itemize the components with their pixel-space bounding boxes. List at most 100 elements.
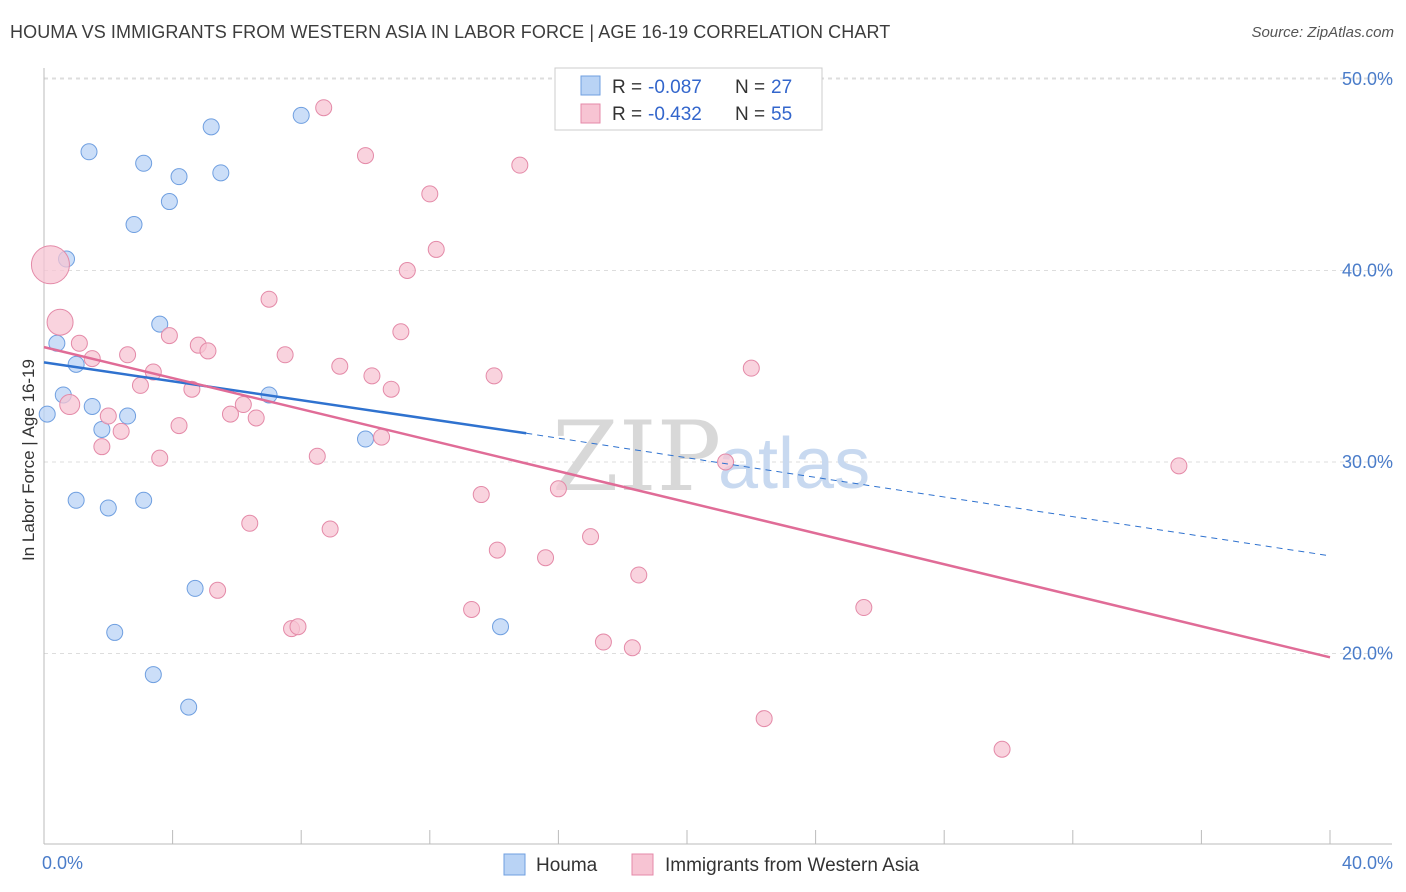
legend-swatch-houma xyxy=(580,75,601,96)
point-immigrants-35 xyxy=(398,262,416,279)
point-immigrants-22 xyxy=(260,290,278,308)
point-immigrants-9 xyxy=(131,376,149,394)
point-immigrants-48 xyxy=(630,566,648,584)
point-houma-6 xyxy=(83,397,101,415)
point-immigrants-31 xyxy=(363,367,381,385)
watermark-atlas: atlas xyxy=(718,424,870,504)
point-houma-12 xyxy=(125,216,143,234)
point-houma-11 xyxy=(135,154,153,172)
point-immigrants-32 xyxy=(373,428,391,446)
point-immigrants-52 xyxy=(855,599,873,617)
point-immigrants-45 xyxy=(582,528,600,546)
point-immigrants-5 xyxy=(93,438,111,456)
watermark-zip: ZIP xyxy=(552,401,721,513)
point-houma-21 xyxy=(135,491,153,509)
point-immigrants-42 xyxy=(511,156,529,174)
point-immigrants-36 xyxy=(421,185,439,203)
point-houma-17 xyxy=(212,164,230,182)
y-tick-label-2: 40.0% xyxy=(1342,261,1393,281)
point-immigrants-23 xyxy=(276,346,294,364)
legend-r-label-immigrants: R = xyxy=(612,104,642,125)
y-tick-label-3: 50.0% xyxy=(1342,69,1393,89)
point-immigrants-19 xyxy=(234,396,252,414)
y-tick-label-1: 30.0% xyxy=(1342,452,1393,472)
point-immigrants-17 xyxy=(209,581,227,599)
point-houma-26 xyxy=(492,618,510,636)
point-immigrants-53 xyxy=(993,740,1011,758)
chart-title: HOUMA VS IMMIGRANTS FROM WESTERN ASIA IN… xyxy=(10,22,891,42)
point-immigrants-47 xyxy=(623,639,641,657)
point-immigrants-40 xyxy=(485,367,503,385)
point-houma-0 xyxy=(38,405,56,423)
point-immigrants-21 xyxy=(247,409,265,427)
legend-n-label-immigrants: N = xyxy=(735,104,765,125)
point-immigrants-46 xyxy=(594,633,612,651)
point-immigrants-43 xyxy=(537,549,555,567)
point-immigrants-39 xyxy=(472,486,490,504)
series-legend-swatch-immigrants xyxy=(631,853,654,876)
point-houma-13 xyxy=(151,315,169,333)
point-houma-22 xyxy=(186,579,204,597)
series-legend-label-immigrants: Immigrants from Western Asia xyxy=(665,855,920,876)
trend-line-immigrants xyxy=(43,345,1331,659)
point-houma-16 xyxy=(202,118,220,136)
point-immigrants-38 xyxy=(463,600,481,618)
point-immigrants-13 xyxy=(170,417,188,435)
point-immigrants-44 xyxy=(549,480,567,498)
watermark: ZIP atlas xyxy=(552,401,870,513)
point-immigrants-28 xyxy=(321,520,339,538)
trend-lines xyxy=(43,345,1331,659)
point-immigrants-51 xyxy=(755,710,773,728)
legend-r-value-houma: -0.087 xyxy=(648,77,702,98)
point-immigrants-11 xyxy=(151,449,169,467)
point-immigrants-3 xyxy=(70,334,88,352)
point-immigrants-37 xyxy=(427,240,445,258)
y-axis-title: In Labor Force | Age 16-19 xyxy=(19,359,38,561)
legend-swatch-immigrants xyxy=(580,103,601,124)
point-immigrants-0 xyxy=(30,245,70,285)
point-immigrants-7 xyxy=(112,422,130,440)
gridlines xyxy=(44,77,1392,654)
point-houma-5 xyxy=(67,355,85,373)
tick-labels: 20.0% 30.0% 40.0% 50.0% 0.0% 40.0% xyxy=(42,69,1393,873)
point-immigrants-34 xyxy=(392,323,410,341)
point-immigrants-49 xyxy=(717,453,735,471)
axes xyxy=(43,68,1392,845)
trend-line-houma-extension xyxy=(526,432,1331,557)
legend-r-label-houma: R = xyxy=(612,77,642,98)
point-immigrants-2 xyxy=(59,394,81,416)
legend-n-value-immigrants: 55 xyxy=(771,104,792,125)
point-immigrants-18 xyxy=(221,405,239,423)
point-immigrants-20 xyxy=(241,514,259,532)
series-legend-label-houma: Houma xyxy=(536,855,598,876)
source-credit: Source: ZipAtlas.com xyxy=(1251,24,1394,41)
point-houma-24 xyxy=(144,666,162,684)
point-immigrants-8 xyxy=(119,346,137,364)
point-immigrants-41 xyxy=(488,541,506,559)
legend-n-label-houma: N = xyxy=(735,77,765,98)
trend-line-houma xyxy=(43,361,527,435)
point-immigrants-25 xyxy=(289,618,307,636)
point-immigrants-50 xyxy=(742,359,760,377)
point-immigrants-33 xyxy=(382,380,400,398)
legend-r-value-immigrants: -0.432 xyxy=(648,104,702,125)
point-immigrants-26 xyxy=(308,447,326,465)
point-immigrants-6 xyxy=(99,407,117,425)
point-immigrants-30 xyxy=(357,147,374,165)
x-tick-label-0: 0.0% xyxy=(42,853,83,873)
point-immigrants-12 xyxy=(160,327,178,345)
legend-n-value-houma: 27 xyxy=(771,77,792,98)
point-houma-23 xyxy=(106,623,124,641)
y-tick-label-0: 20.0% xyxy=(1342,644,1393,664)
series-legend: Houma Immigrants from Western Asia xyxy=(503,853,920,876)
data-points xyxy=(30,99,1188,758)
point-houma-9 xyxy=(99,499,117,517)
point-immigrants-54 xyxy=(1170,457,1188,475)
point-immigrants-16 xyxy=(199,342,217,360)
x-tick-label-1: 40.0% xyxy=(1342,853,1393,873)
series-legend-swatch-houma xyxy=(503,853,526,876)
point-immigrants-1 xyxy=(46,308,74,336)
point-immigrants-27 xyxy=(315,99,333,117)
point-houma-15 xyxy=(170,168,188,186)
